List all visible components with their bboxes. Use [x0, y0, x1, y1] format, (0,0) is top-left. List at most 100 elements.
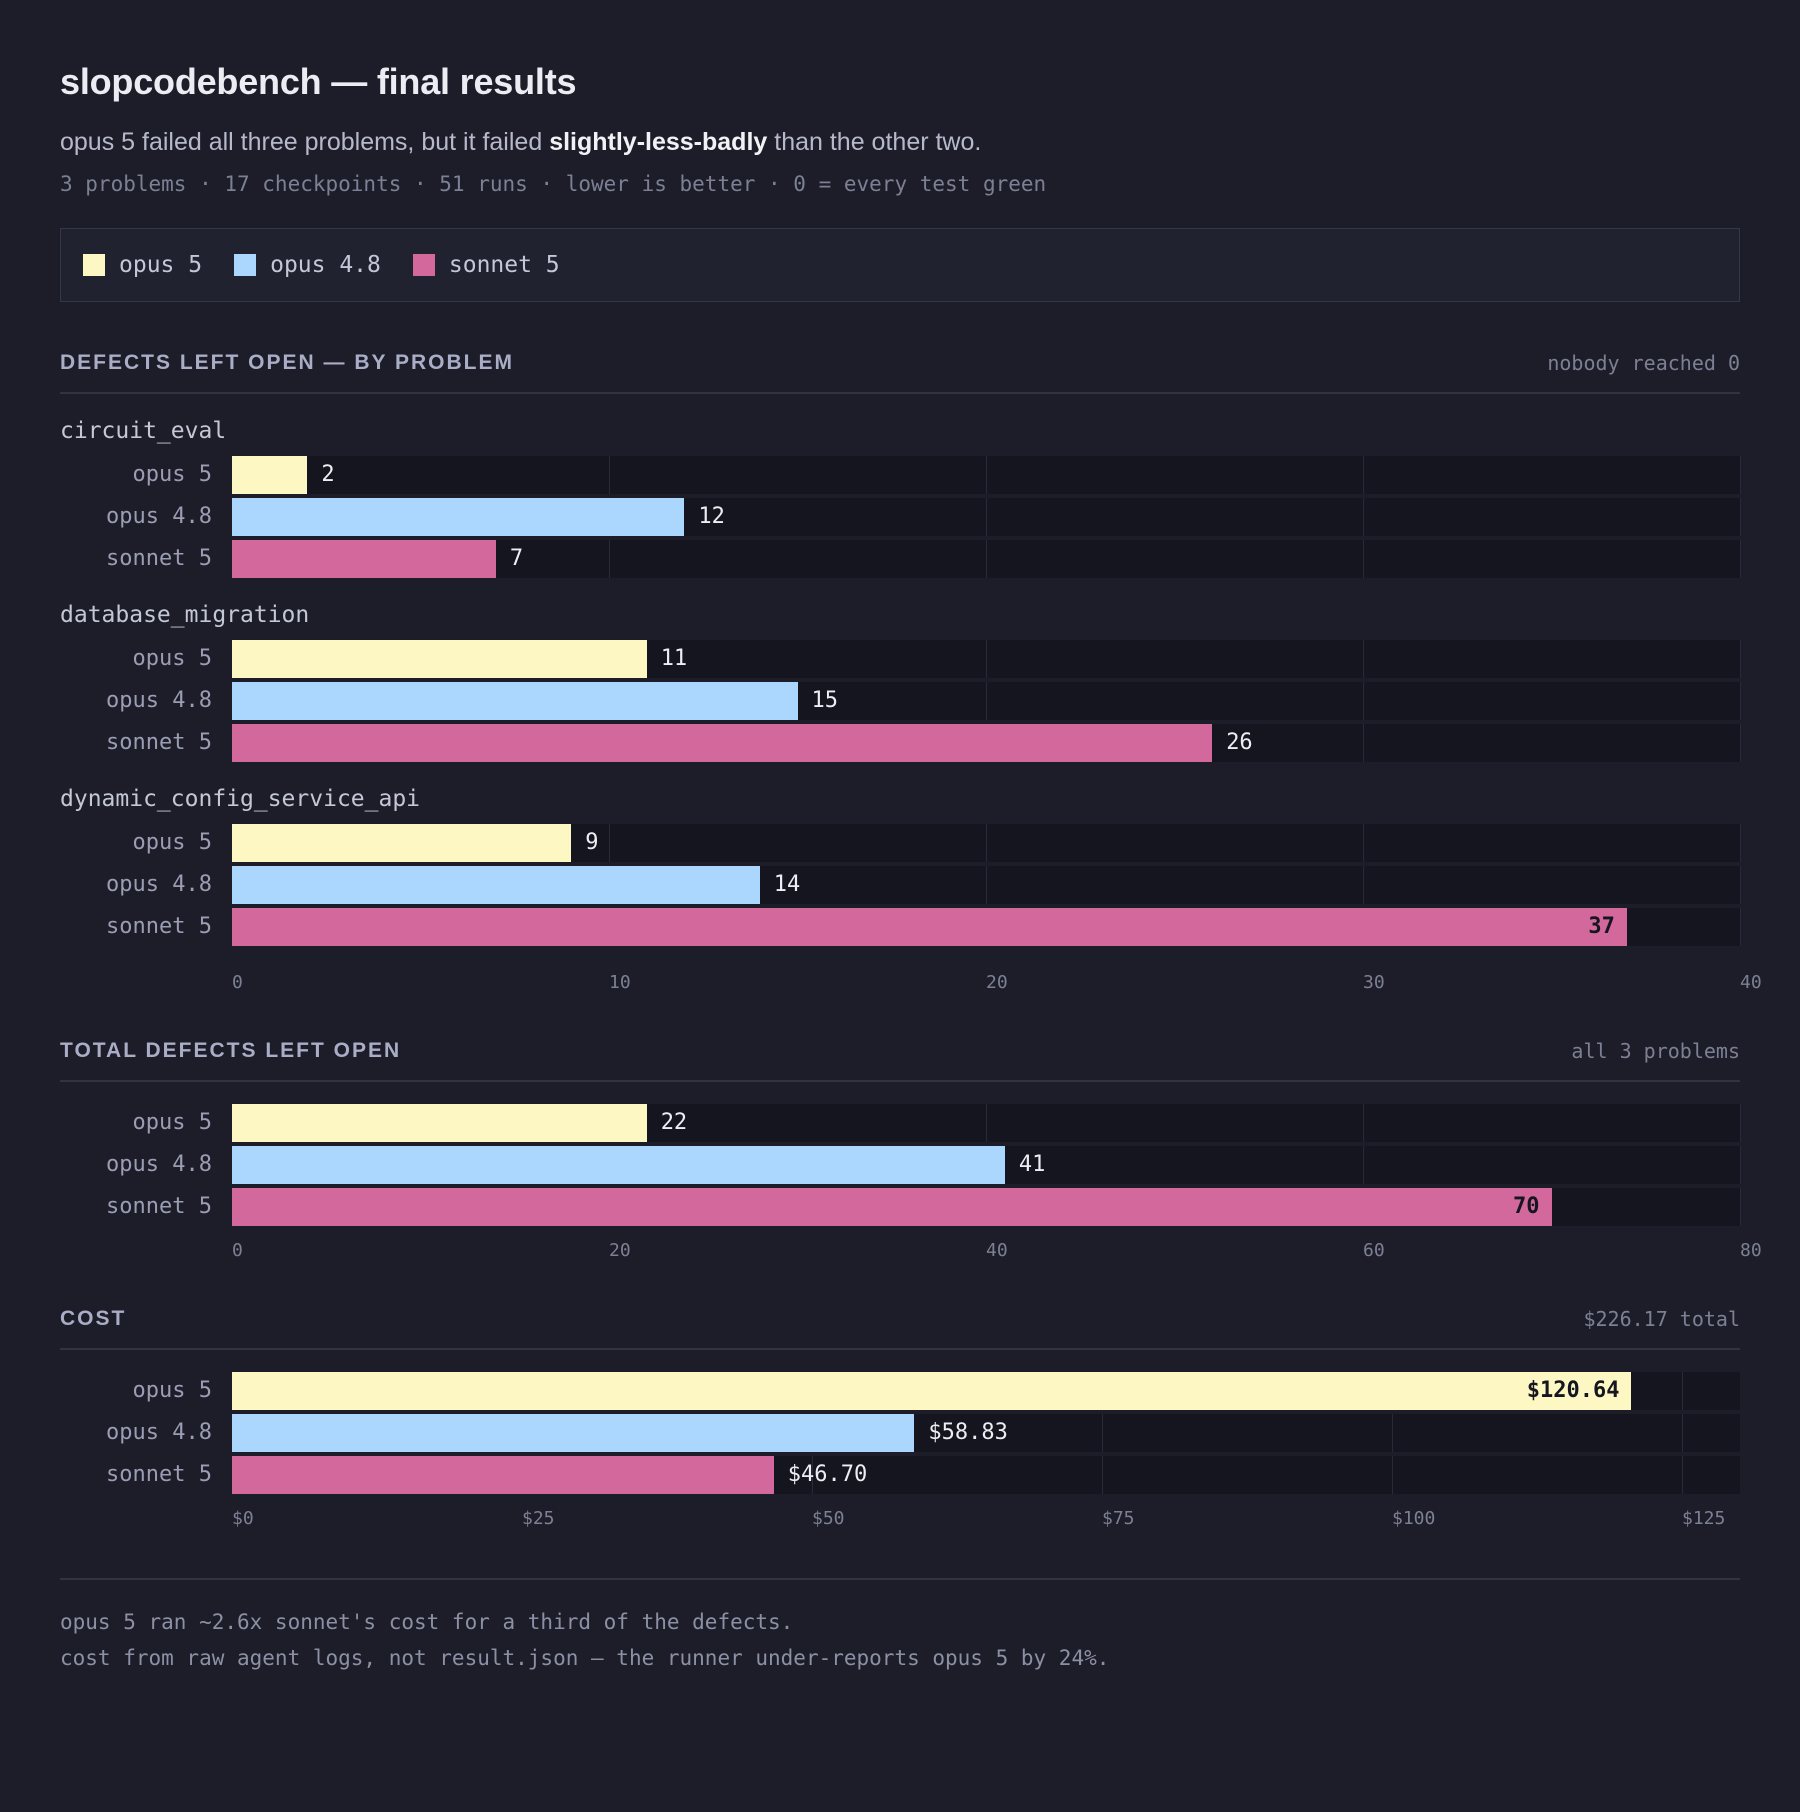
problem-label-circuit-eval: circuit_eval [60, 418, 227, 444]
bar-track: 12 [232, 498, 1741, 536]
x-tick-label: $25 [522, 1508, 555, 1529]
bar-opus-4-8 [232, 1146, 1005, 1184]
bar-track: $58.83 [232, 1414, 1740, 1452]
bar-value-label: $46.70 [787, 1462, 868, 1487]
x-axis: 0 10 20 30 40 [60, 972, 1762, 1002]
gridline [1363, 824, 1364, 862]
bar-track: $46.70 [232, 1456, 1740, 1494]
bar-opus-4-8 [232, 1414, 915, 1452]
section-note: all 3 problems [1571, 1039, 1740, 1063]
bar-row-opus-4-8: opus 4.8 12 [60, 498, 1741, 536]
gridline [1363, 724, 1364, 762]
gridline [1740, 908, 1741, 946]
x-tick-label: $125 [1682, 1508, 1726, 1529]
chart-cost: opus 5 $120.64 opus 4.8 $58.83 sonnet 5 $46.7… [60, 1372, 1740, 1538]
gridline [1363, 1104, 1364, 1142]
gridline [609, 540, 610, 578]
bar-row-sonnet-5: sonnet 5 $46.70 [60, 1456, 1740, 1494]
gridline [1682, 1456, 1683, 1494]
gridline [986, 456, 987, 494]
bar-opus-5 [232, 824, 572, 862]
bar-group: opus 5 9 opus 4.8 14 sonnet 5 37 [60, 824, 1741, 946]
section-note: nobody reached 0 [1547, 351, 1740, 375]
bar-series-label: opus 4.8 [106, 1420, 212, 1445]
gridline [986, 540, 987, 578]
gridline [986, 824, 987, 862]
bar-row-opus-5: opus 5 2 [60, 456, 1741, 494]
bar-series-label: sonnet 5 [106, 546, 212, 571]
bar-series-label: opus 5 [132, 830, 212, 855]
bar-series-label: opus 5 [132, 646, 212, 671]
page-subtitle: opus 5 failed all three problems, but it… [60, 128, 982, 156]
gridline [1740, 456, 1741, 494]
bar-track: 41 [232, 1146, 1741, 1184]
bar-opus-4-8 [232, 682, 798, 720]
gridline [812, 1456, 813, 1494]
gridline [1363, 866, 1364, 904]
bar-track: 14 [232, 866, 1741, 904]
subtitle-emphasis: slightly-less-badly [549, 128, 768, 156]
bar-value-label: 22 [660, 1110, 688, 1135]
legend-item-opus-5: opus 5 [83, 252, 202, 278]
x-tick-label: 40 [1740, 972, 1762, 993]
gridline [1740, 682, 1741, 720]
gridline [1740, 724, 1741, 762]
bar-value-label: $58.83 [928, 1420, 1008, 1445]
bar-series-label: opus 5 [132, 1110, 212, 1135]
chart-total-defects: opus 5 22 opus 4.8 41 sonnet 5 70 0 20 40 60 80 [60, 1104, 1762, 1270]
gridline [1363, 682, 1364, 720]
gridline [1682, 1414, 1683, 1452]
x-axis: 0 20 40 60 80 [60, 1240, 1762, 1270]
legend-swatch [83, 254, 105, 276]
section-header-cost: COST $226.17 total [60, 1300, 1740, 1350]
x-tick-label: 20 [986, 972, 1008, 993]
section-header-by-problem: DEFECTS LEFT OPEN — BY PROBLEM nobody re… [60, 344, 1740, 394]
bar-sonnet-5 [232, 540, 496, 578]
footer-notes: opus 5 ran ~2.6x sonnet's cost for a thi… [60, 1578, 1740, 1676]
x-tick-label: $100 [1392, 1508, 1436, 1529]
bar-row-opus-4-8: opus 4.8 41 [60, 1146, 1741, 1184]
bar-track: 22 [232, 1104, 1741, 1142]
legend-item-sonnet-5: sonnet 5 [412, 252, 560, 278]
bar-row-opus-4-8: opus 4.8 15 [60, 682, 1741, 720]
bar-group: opus 5 11 opus 4.8 15 sonnet 5 26 [60, 640, 1741, 762]
gridline [1363, 456, 1364, 494]
x-tick-label: $50 [812, 1508, 845, 1529]
bar-series-label: opus 4.8 [106, 872, 212, 897]
section-title: COST [60, 1307, 127, 1330]
chart-defects-by-problem: circuit_eval opus 5 2 opus 4.8 12 sonnet 5 7 da… [60, 416, 1762, 1002]
bar-series-label: sonnet 5 [106, 914, 212, 939]
gridline [609, 824, 610, 862]
bar-sonnet-5 [232, 1456, 774, 1494]
gridline [1392, 1456, 1393, 1494]
bar-row-opus-4-8: opus 4.8 $58.83 [60, 1414, 1740, 1452]
gridline [1740, 498, 1741, 536]
bar-group: opus 5 2 opus 4.8 12 sonnet 5 7 [60, 456, 1741, 578]
gridline [1392, 1414, 1393, 1452]
footer-line: opus 5 ran ~2.6x sonnet's cost for a thi… [60, 1610, 794, 1634]
bar-value-label: 12 [698, 504, 725, 529]
bar-series-label: opus 4.8 [106, 504, 212, 529]
bar-row-opus-5: opus 5 22 [60, 1104, 1741, 1142]
bar-track: $120.64 [232, 1372, 1740, 1410]
bar-value-label: 9 [585, 830, 599, 855]
bar-row-opus-5: opus 5 9 [60, 824, 1741, 862]
bar-series-label: opus 4.8 [106, 688, 212, 713]
bar-sonnet-5 [232, 724, 1213, 762]
bar-opus-5 [232, 640, 647, 678]
bar-track: 11 [232, 640, 1741, 678]
gridline [1740, 640, 1741, 678]
gridline [1740, 824, 1741, 862]
legend-item-opus-4-8: opus 4.8 [234, 252, 381, 278]
gridline [1740, 866, 1741, 904]
gridline [1740, 1188, 1741, 1226]
bar-value-label: 37 [1588, 914, 1615, 939]
bar-row-opus-5: opus 5 $120.64 [60, 1372, 1740, 1410]
gridline [986, 866, 987, 904]
bar-row-opus-4-8: opus 4.8 14 [60, 866, 1741, 904]
bar-series-label: sonnet 5 [106, 1462, 212, 1487]
gridline [1682, 1372, 1683, 1410]
x-tick-label: 0 [232, 1240, 243, 1261]
gridline [609, 456, 610, 494]
bar-series-label: sonnet 5 [106, 730, 212, 755]
